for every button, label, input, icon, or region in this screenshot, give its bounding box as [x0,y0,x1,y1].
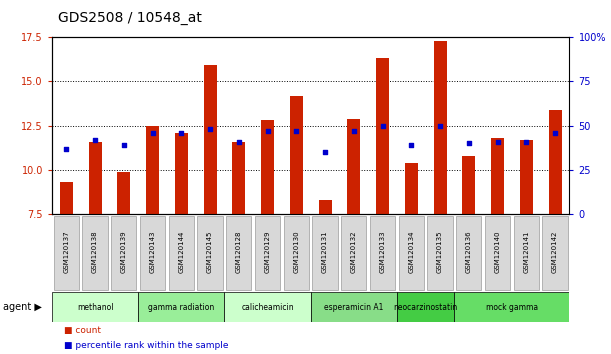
Text: GSM120129: GSM120129 [265,230,271,273]
Point [263,128,273,134]
Text: GSM120135: GSM120135 [437,230,443,273]
Point [177,130,186,136]
Bar [347,119,360,214]
Text: GSM120144: GSM120144 [178,230,185,273]
Text: GSM120132: GSM120132 [351,230,357,273]
Text: GDS2508 / 10548_at: GDS2508 / 10548_at [58,11,202,25]
Text: GSM120142: GSM120142 [552,230,558,273]
Text: GSM120143: GSM120143 [150,230,156,273]
Text: GSM120130: GSM120130 [293,230,299,273]
Text: agent ▶: agent ▶ [3,302,42,312]
Text: ■ count: ■ count [64,326,101,335]
FancyBboxPatch shape [311,292,397,322]
Point [234,139,244,144]
Point [205,126,215,132]
Bar [290,96,303,214]
FancyBboxPatch shape [341,216,367,291]
FancyBboxPatch shape [111,216,136,291]
FancyBboxPatch shape [543,216,568,291]
FancyBboxPatch shape [514,216,539,291]
Bar [491,138,504,214]
Text: methanol: methanol [77,303,113,312]
FancyBboxPatch shape [52,292,138,322]
Bar [434,41,447,214]
FancyBboxPatch shape [455,292,569,322]
Point [435,123,445,129]
FancyBboxPatch shape [284,216,309,291]
Bar [203,65,216,214]
FancyBboxPatch shape [138,292,224,322]
FancyBboxPatch shape [82,216,108,291]
FancyBboxPatch shape [226,216,252,291]
Text: GSM120136: GSM120136 [466,230,472,273]
FancyBboxPatch shape [485,216,510,291]
Text: calicheamicin: calicheamicin [241,303,294,312]
Text: GSM120140: GSM120140 [494,230,500,273]
Text: GSM120138: GSM120138 [92,230,98,273]
Point [62,146,71,152]
FancyBboxPatch shape [312,216,338,291]
Text: neocarzinostatin: neocarzinostatin [393,303,458,312]
Bar [232,142,245,214]
Point [291,128,301,134]
Bar [376,58,389,214]
Text: esperamicin A1: esperamicin A1 [324,303,384,312]
Point [90,137,100,143]
Point [406,142,416,148]
FancyBboxPatch shape [456,216,481,291]
Bar [463,156,475,214]
Text: GSM120131: GSM120131 [322,230,328,273]
FancyBboxPatch shape [370,216,395,291]
FancyBboxPatch shape [428,216,453,291]
FancyBboxPatch shape [54,216,79,291]
Point [492,139,502,144]
Text: GSM120134: GSM120134 [408,230,414,273]
FancyBboxPatch shape [140,216,165,291]
Bar [318,200,332,214]
Text: GSM120128: GSM120128 [236,230,242,273]
Point [378,123,387,129]
Bar [405,163,418,214]
Point [119,142,129,148]
Bar [549,110,562,214]
Text: mock gamma: mock gamma [486,303,538,312]
Text: ■ percentile rank within the sample: ■ percentile rank within the sample [64,342,229,350]
FancyBboxPatch shape [224,292,311,322]
Bar [89,142,101,214]
Bar [175,133,188,214]
Point [148,130,158,136]
Text: gamma radiation: gamma radiation [148,303,214,312]
FancyBboxPatch shape [169,216,194,291]
Bar [146,126,159,214]
Point [521,139,531,144]
FancyBboxPatch shape [197,216,223,291]
Point [550,130,560,136]
Bar [117,172,130,214]
Bar [520,140,533,214]
Text: GSM120141: GSM120141 [524,230,529,273]
Point [464,141,474,146]
FancyBboxPatch shape [397,292,455,322]
FancyBboxPatch shape [398,216,424,291]
Bar [261,120,274,214]
Bar [60,182,73,214]
Point [349,128,359,134]
Text: GSM120137: GSM120137 [64,230,69,273]
FancyBboxPatch shape [255,216,280,291]
Text: GSM120145: GSM120145 [207,230,213,273]
Text: GSM120139: GSM120139 [121,230,127,273]
Point [320,149,330,155]
Text: GSM120133: GSM120133 [379,230,386,273]
